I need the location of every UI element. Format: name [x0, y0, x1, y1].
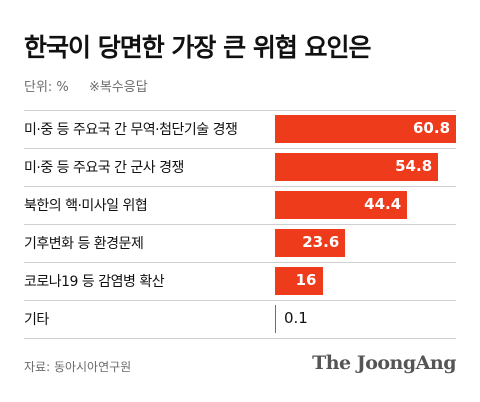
bar: [275, 305, 276, 333]
row-divider: [24, 224, 456, 225]
bar: [275, 191, 408, 219]
value-label: 60.8: [413, 119, 451, 137]
unit-row: 단위: % ※복수응답: [24, 76, 148, 95]
row-divider: [24, 148, 456, 149]
category-label: 미·중 등 주요국 간 무역·첨단기술 경쟁: [24, 122, 238, 138]
value-label: 0.1: [284, 309, 308, 327]
value-label: 16: [295, 271, 317, 289]
bar: [275, 267, 323, 295]
category-label: 미·중 등 주요국 간 군사 경쟁: [24, 160, 184, 176]
chart-title: 한국이 당면한 가장 큰 위협 요인은: [24, 33, 372, 62]
row-divider: [24, 110, 456, 111]
brand-logo: The JoongAng: [312, 352, 456, 374]
row-divider: [24, 338, 456, 339]
multiple-response-note: ※복수응답: [88, 80, 148, 95]
unit-label: 단위: %: [24, 80, 69, 95]
row-divider: [24, 186, 456, 187]
value-label: 44.4: [364, 195, 402, 213]
category-label: 코로나19 등 감염병 확산: [24, 274, 165, 290]
category-label: 북한의 핵·미사일 위협: [24, 198, 148, 214]
row-divider: [24, 262, 456, 263]
value-label: 54.8: [395, 157, 433, 175]
value-label: 23.6: [302, 233, 340, 251]
row-divider: [24, 300, 456, 301]
category-label: 기타: [24, 312, 49, 328]
category-label: 기후변화 등 환경문제: [24, 236, 144, 252]
bar: [275, 115, 456, 143]
bar: [275, 229, 346, 257]
bar: [275, 153, 439, 181]
source-label: 자료: 동아시아연구원: [24, 360, 132, 374]
